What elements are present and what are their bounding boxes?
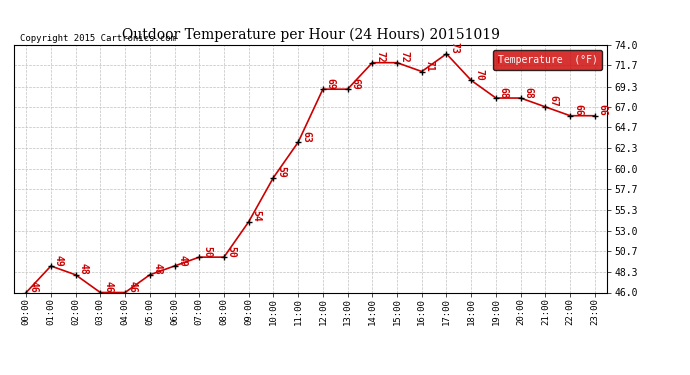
- Text: 73: 73: [449, 42, 460, 54]
- Text: 68: 68: [524, 87, 533, 98]
- Text: 72: 72: [400, 51, 410, 63]
- Text: 67: 67: [548, 96, 558, 107]
- Text: 70: 70: [474, 69, 484, 81]
- Text: 46: 46: [103, 281, 113, 293]
- Text: 48: 48: [79, 263, 88, 275]
- Text: 50: 50: [202, 246, 212, 258]
- Legend: Temperature  (°F): Temperature (°F): [493, 50, 602, 70]
- Text: 46: 46: [29, 281, 39, 293]
- Text: 54: 54: [251, 210, 262, 222]
- Text: 49: 49: [54, 255, 63, 266]
- Text: 66: 66: [573, 104, 583, 116]
- Text: 63: 63: [301, 131, 311, 142]
- Text: 71: 71: [424, 60, 435, 72]
- Text: 72: 72: [375, 51, 385, 63]
- Text: 68: 68: [499, 87, 509, 98]
- Text: 69: 69: [326, 78, 335, 90]
- Text: 66: 66: [598, 104, 608, 116]
- Text: 49: 49: [177, 255, 187, 266]
- Text: 48: 48: [152, 263, 163, 275]
- Text: 59: 59: [276, 166, 286, 178]
- Text: 50: 50: [227, 246, 237, 258]
- Title: Outdoor Temperature per Hour (24 Hours) 20151019: Outdoor Temperature per Hour (24 Hours) …: [121, 28, 500, 42]
- Text: 46: 46: [128, 281, 138, 293]
- Text: Copyright 2015 Cartronics.com: Copyright 2015 Cartronics.com: [20, 33, 176, 42]
- Text: 69: 69: [351, 78, 360, 90]
